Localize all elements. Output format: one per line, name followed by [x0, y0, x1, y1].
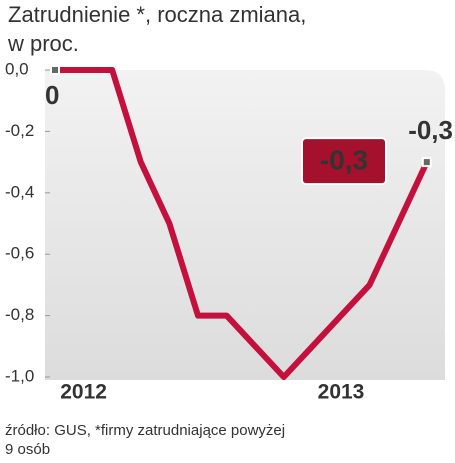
highlight-box	[301, 137, 387, 186]
value-label: 0	[45, 80, 59, 110]
y-tick-label: -0,6	[5, 244, 34, 263]
y-tick-label: -0,2	[5, 121, 34, 140]
highlight-label: -0,3	[320, 144, 368, 175]
source: 9 osób	[5, 441, 50, 458]
y-tick-label: -1,0	[5, 366, 34, 385]
point-marker	[421, 157, 432, 168]
y-tick-label: 0,0	[5, 59, 29, 78]
chart-title: Zatrudnienie *, roczna zmiana,	[8, 2, 306, 27]
chart-title: w proc.	[7, 31, 79, 56]
value-label: -0,3	[408, 115, 453, 145]
x-tick-label: 2012	[60, 381, 107, 404]
y-tick-label: -0,4	[5, 182, 34, 201]
source: źródło: GUS, *firmy zatrudniające powyże…	[5, 422, 285, 439]
y-tick-label: -0,8	[5, 305, 34, 324]
line	[55, 67, 430, 380]
point-marker	[50, 65, 60, 75]
x-tick-label: 2013	[318, 381, 365, 404]
